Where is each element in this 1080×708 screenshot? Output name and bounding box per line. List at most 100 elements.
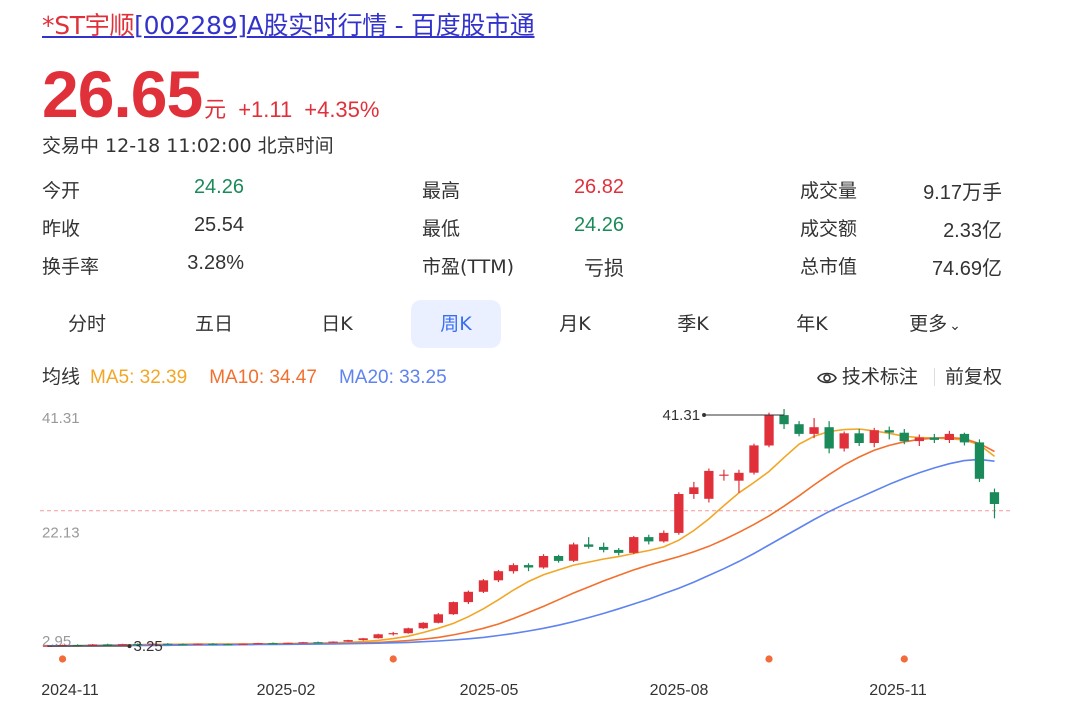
forward-adjust-button[interactable]: 前复权 — [944, 366, 1002, 388]
y-tick-label: 22.13 — [42, 525, 80, 542]
chevron-down-icon: ⌄ — [949, 318, 961, 334]
candlestick-chart[interactable]: 41.31 22.13 2.95 41.31 3.25 2024-11 2025-02 202… — [0, 398, 1080, 708]
candle — [914, 437, 924, 442]
candle — [839, 433, 849, 449]
stats-grid: 今开 24.26 昨收 25.54 换手率 3.28% 最高 26.82 最低 24.26… — [42, 174, 1002, 294]
candle — [689, 487, 699, 494]
candle — [854, 433, 864, 443]
period-tabs: 分时 五日 日K 周K 月K 季K 年K 更多 ⌄ — [42, 300, 1002, 348]
tech-annotation-label: 技术标注 — [841, 366, 918, 388]
x-tick-label: 2025-02 — [257, 682, 316, 699]
candle — [163, 643, 173, 645]
candle — [72, 645, 83, 647]
trading-status: 交易中 12-18 11:02:00 北京时间 — [42, 135, 334, 157]
event-marker — [389, 655, 397, 663]
high-value: 26.82 — [573, 176, 624, 198]
price-row: 26.65元 +1.11 +4.35% — [42, 56, 379, 132]
stat-turnover: 换手率 3.28% — [42, 252, 244, 278]
candle — [148, 643, 158, 645]
ma-title: 均线 — [42, 366, 81, 388]
candle — [178, 644, 188, 646]
price-change-percent: +4.35% — [304, 97, 380, 122]
volume-value: 9.17万手 — [923, 182, 1002, 204]
candle — [899, 432, 909, 442]
candle — [884, 430, 894, 433]
tab-more-label: 更多 — [909, 313, 948, 335]
candle — [824, 427, 834, 449]
candle — [87, 644, 98, 646]
ma20-line — [47, 458, 995, 647]
candle — [478, 580, 489, 592]
divider — [933, 368, 935, 386]
x-tick-label: 2024-11 — [41, 682, 99, 699]
pe-value: 亏损 — [584, 258, 624, 280]
stat-open: 今开 24.26 — [42, 176, 244, 202]
current-price: 26.65 — [42, 57, 203, 131]
x-tick-label: 2025-08 — [650, 682, 709, 699]
tab-intraday[interactable]: 分时 — [67, 313, 106, 335]
candle — [343, 640, 353, 642]
low-value: 24.26 — [573, 214, 624, 236]
turnover-value: 3.28% — [187, 252, 244, 274]
candle — [508, 565, 519, 572]
candle — [734, 472, 744, 481]
candle — [523, 565, 534, 568]
event-marker — [765, 655, 773, 663]
tab-weekly-k[interactable]: 周K — [411, 300, 501, 348]
stock-code: [002289] — [134, 11, 247, 40]
tab-quarterly-k[interactable]: 季K — [677, 313, 709, 335]
candle — [629, 537, 639, 553]
stat-prev-close: 昨收 25.54 — [42, 214, 244, 240]
candle — [463, 591, 473, 603]
ma10-value: MA10: 34.47 — [209, 367, 317, 388]
candle — [553, 556, 564, 561]
ma10-line — [47, 436, 995, 647]
candle — [433, 614, 443, 623]
event-marker — [900, 655, 908, 663]
y-tick-label: 2.95 — [42, 633, 71, 650]
candle — [704, 470, 714, 499]
prev-close-value: 25.54 — [193, 214, 244, 236]
min-annotation-dot — [127, 644, 132, 649]
candle — [719, 474, 729, 476]
tab-five-day[interactable]: 五日 — [194, 313, 233, 335]
candle — [238, 643, 248, 645]
event-marker — [58, 655, 67, 663]
candle — [779, 415, 789, 425]
candle — [358, 638, 368, 641]
candle — [869, 430, 879, 443]
market-cap-value: 74.69亿 — [931, 258, 1002, 280]
candle — [659, 532, 669, 542]
stat-pe: 市盈(TTM) 亏损 — [422, 252, 624, 282]
x-tick-label: 2025-11 — [869, 682, 927, 699]
candle — [599, 546, 609, 550]
ma20-value: MA20: 33.25 — [338, 367, 447, 388]
max-annotation-label: 41.31 — [663, 407, 701, 424]
candle — [283, 642, 293, 644]
candle — [538, 556, 549, 568]
chart-tools: 技术标注 前复权 — [817, 362, 1002, 389]
candle — [674, 494, 684, 533]
candle — [313, 642, 323, 644]
candle — [328, 641, 338, 643]
tab-daily-k[interactable]: 日K — [321, 313, 353, 335]
tab-more[interactable]: 更多 ⌄ — [890, 300, 980, 348]
candle — [974, 442, 985, 479]
candle — [568, 544, 579, 561]
candle — [223, 644, 233, 646]
tab-yearly-k[interactable]: 年K — [796, 313, 828, 335]
candle — [493, 571, 504, 581]
candle — [133, 644, 143, 646]
tab-monthly-k[interactable]: 月K — [559, 313, 591, 335]
candle — [809, 427, 819, 434]
candle — [403, 628, 413, 634]
page-title-link[interactable]: *ST宇顺[002289]A股实时行情 - 百度股市通 — [42, 6, 535, 42]
candle — [298, 642, 308, 644]
candle — [103, 644, 113, 646]
tech-annotation-toggle[interactable]: 技术标注 — [817, 366, 924, 388]
price-unit: 元 — [204, 98, 227, 123]
candle — [118, 644, 128, 646]
candle — [208, 643, 218, 645]
candle — [448, 602, 458, 615]
candle — [644, 537, 654, 542]
